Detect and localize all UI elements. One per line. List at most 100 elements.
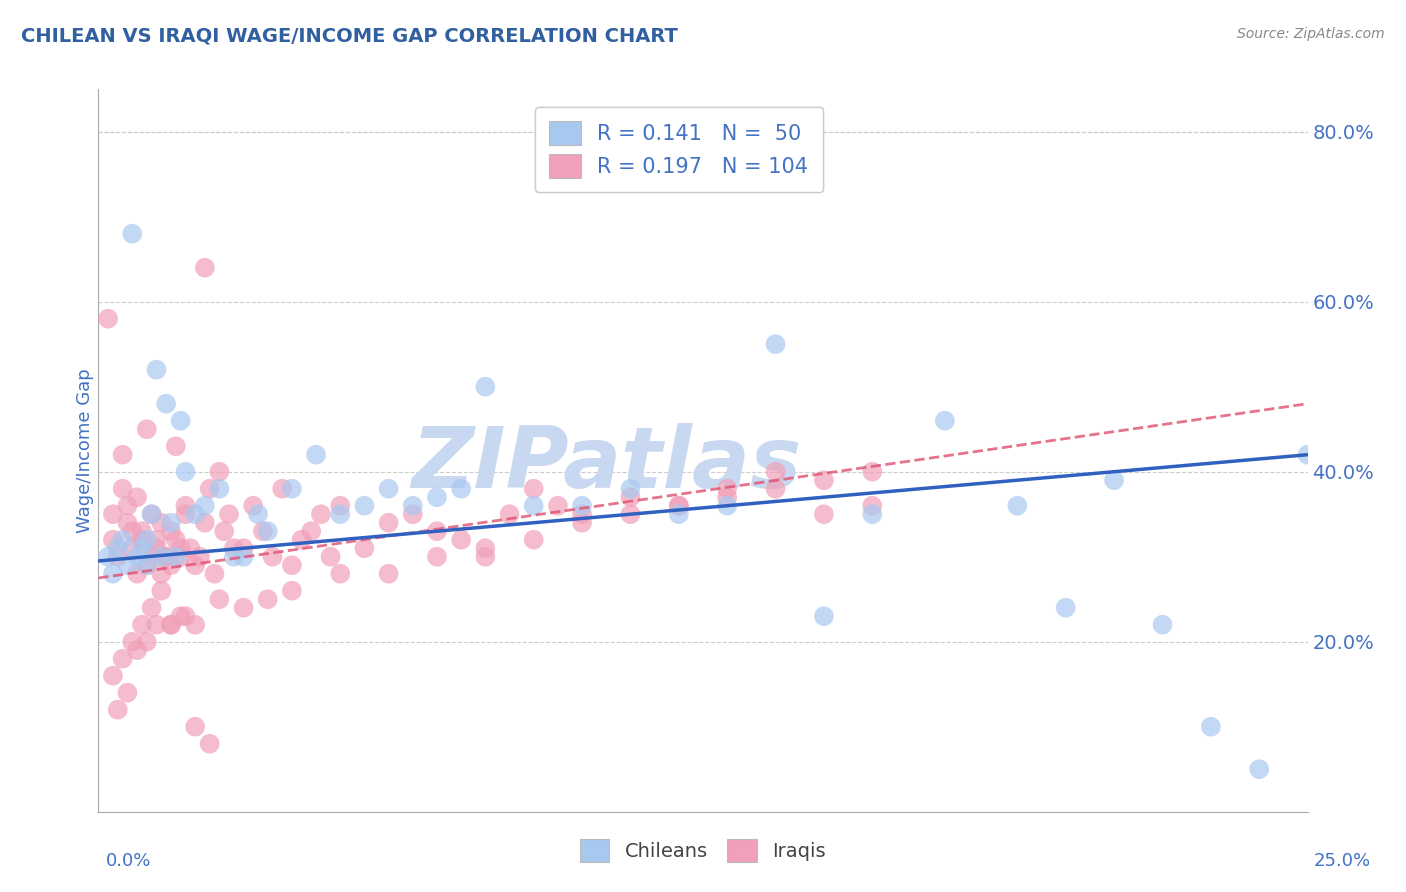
Point [281,482,304,496]
Point [242,499,264,513]
Point [262,549,284,564]
Point [426,524,449,539]
Point [1007,499,1029,513]
Point [1296,448,1319,462]
Point [402,507,425,521]
Point [208,465,231,479]
Point [145,541,167,556]
Point [198,737,221,751]
Point [127,566,149,581]
Point [135,558,157,573]
Text: 0.0%: 0.0% [105,852,150,870]
Point [101,566,124,581]
Point [765,465,787,479]
Point [174,609,197,624]
Point [107,549,129,564]
Point [131,541,153,556]
Point [256,592,278,607]
Point [309,507,332,521]
Point [571,516,593,530]
Point [160,617,183,632]
Point [127,643,149,657]
Point [107,703,129,717]
Point [155,549,177,564]
Point [212,524,235,539]
Point [1249,762,1271,776]
Point [290,533,312,547]
Point [111,651,134,665]
Point [619,507,641,521]
Point [319,549,342,564]
Point [716,490,738,504]
Y-axis label: Wage/Income Gap: Wage/Income Gap [76,368,94,533]
Point [222,541,245,556]
Point [523,482,546,496]
Legend: Chileans, Iraqis: Chileans, Iraqis [568,828,838,873]
Point [571,507,593,521]
Point [160,524,183,539]
Point [523,499,546,513]
Point [135,422,157,436]
Point [247,507,270,521]
Point [121,524,143,539]
Point [813,473,835,487]
Point [218,507,240,521]
Point [329,507,352,521]
Point [426,549,449,564]
Point [329,499,352,513]
Point [107,541,129,556]
Point [145,362,167,376]
Point [232,541,254,556]
Point [121,541,143,556]
Point [169,609,191,624]
Point [450,533,472,547]
Point [135,634,157,648]
Point [184,617,207,632]
Point [135,533,157,547]
Point [155,397,177,411]
Point [145,533,167,547]
Point [204,566,226,581]
Point [174,499,197,513]
Point [765,337,787,351]
Point [353,541,375,556]
Point [101,533,124,547]
Legend: R = 0.141   N =  50, R = 0.197   N = 104: R = 0.141 N = 50, R = 0.197 N = 104 [534,107,823,193]
Point [498,507,520,521]
Text: ZIPatlas: ZIPatlas [411,424,801,507]
Point [184,720,207,734]
Point [174,507,197,521]
Point [232,549,254,564]
Point [1199,720,1222,734]
Point [668,499,690,513]
Point [111,533,134,547]
Point [1054,600,1077,615]
Point [765,482,787,496]
Point [523,533,546,547]
Point [174,465,197,479]
Point [860,499,883,513]
Point [860,465,883,479]
Point [117,558,139,573]
Point [97,311,120,326]
Point [117,499,139,513]
Point [208,592,231,607]
Point [668,499,690,513]
Point [117,686,139,700]
Point [169,541,191,556]
Point [97,549,120,564]
Point [450,482,472,496]
Point [121,634,143,648]
Point [135,558,157,573]
Point [716,482,738,496]
Point [934,414,956,428]
Point [860,507,883,521]
Point [150,566,173,581]
Point [179,541,201,556]
Point [165,549,187,564]
Point [402,499,425,513]
Point [131,524,153,539]
Point [281,583,304,598]
Point [305,448,328,462]
Point [184,558,207,573]
